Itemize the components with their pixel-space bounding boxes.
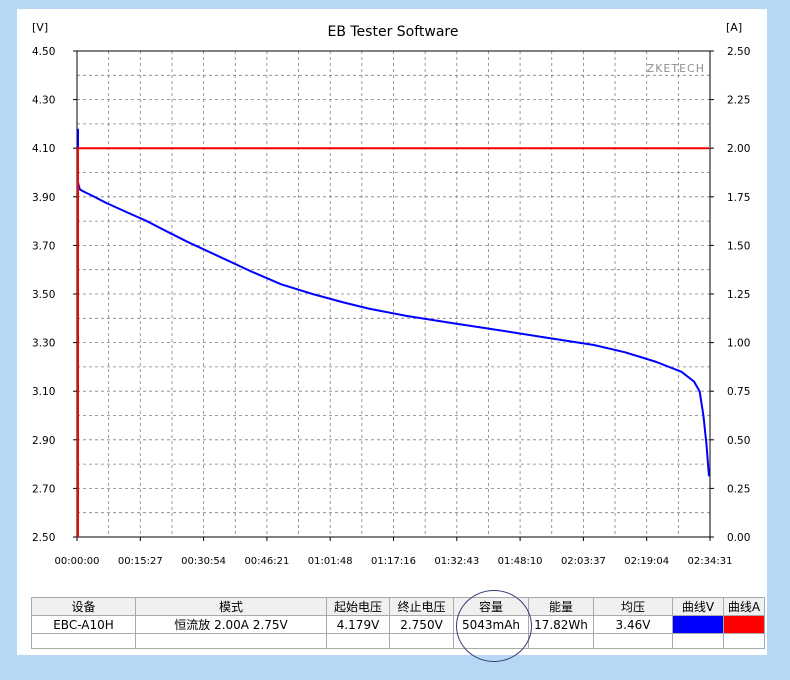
x-tick-label: 02:03:37 (561, 556, 606, 567)
header-start-voltage: 起始电压 (326, 597, 390, 616)
left-tick-label: 3.30 (32, 338, 55, 350)
table-row[interactable]: EBC-A10H 恒流放 2.00A 2.75V 4.179V 2.750V 5… (31, 615, 765, 634)
voltage-series-line (77, 128, 710, 477)
left-tick-label: 2.70 (32, 483, 55, 495)
left-tick-label: 2.50 (32, 532, 55, 544)
left-axis-unit: [V] (32, 21, 48, 34)
header-capacity: 容量 (453, 597, 529, 616)
x-tick-label: 01:01:48 (308, 556, 353, 567)
watermark-label: ZKETECH (647, 62, 705, 75)
chart-panel: EB Tester Software [V] [A] 4.50 4.30 4.10 3.90… (17, 9, 767, 662)
header-avg-voltage: 均压 (593, 597, 673, 616)
cell-curve-a[interactable] (723, 615, 765, 634)
header-curve-v: 曲线V (672, 597, 724, 616)
header-end-voltage: 终止电压 (389, 597, 454, 616)
right-tick-label: 1.50 (727, 240, 750, 252)
header-curve-a: 曲线A (723, 597, 765, 616)
right-tick-label: 1.25 (727, 289, 750, 301)
right-tick-label: 0.00 (727, 532, 750, 544)
right-tick-label: 2.50 (727, 46, 750, 58)
x-tick-label: 01:48:10 (498, 556, 543, 567)
left-tick-label: 4.30 (32, 95, 55, 107)
cell-device: EBC-A10H (31, 615, 136, 634)
cell-capacity: 5043mAh (453, 615, 529, 634)
curve-v-color-swatch[interactable] (673, 616, 723, 633)
result-table: 设备 模式 起始电压 终止电压 容量 能量 均压 曲线V 曲线A EBC-A10… (31, 597, 765, 649)
right-tick-label: 0.50 (727, 435, 750, 447)
cell-energy: 17.82Wh (528, 615, 594, 634)
right-tick-label: 1.00 (727, 338, 750, 350)
cell-end-voltage: 2.750V (389, 615, 454, 634)
right-tick-label: 1.75 (727, 192, 750, 204)
x-tick-label: 00:30:54 (181, 556, 226, 567)
left-tick-label: 3.50 (32, 289, 55, 301)
header-energy: 能量 (528, 597, 594, 616)
x-tick-label: 02:19:04 (624, 556, 669, 567)
right-tick-label: 0.25 (727, 483, 750, 495)
x-tick-label: 00:00:00 (55, 556, 100, 567)
header-mode: 模式 (135, 597, 327, 616)
right-tick-label: 0.75 (727, 386, 750, 398)
cell-avg-voltage: 3.46V (593, 615, 673, 634)
left-tick-label: 4.10 (32, 143, 55, 155)
discharge-chart: EB Tester Software [V] [A] 4.50 4.30 4.10 3.90… (32, 21, 750, 567)
cell-curve-v[interactable] (672, 615, 724, 634)
right-tick-label: 2.00 (727, 143, 750, 155)
right-tick-label: 2.25 (727, 95, 750, 107)
current-series-line (77, 147, 709, 537)
x-tick-label: 02:34:31 (688, 556, 733, 567)
cell-start-voltage: 4.179V (326, 615, 390, 634)
x-tick-label: 01:17:16 (371, 556, 416, 567)
x-tick-label: 01:32:43 (434, 556, 479, 567)
left-tick-label: 3.90 (32, 192, 55, 204)
header-device: 设备 (31, 597, 136, 616)
left-tick-label: 3.10 (32, 386, 55, 398)
left-tick-label: 3.70 (32, 240, 55, 252)
left-tick-label: 4.50 (32, 46, 55, 58)
x-tick-label: 00:46:21 (244, 556, 289, 567)
chart-title: EB Tester Software (327, 24, 458, 40)
cell-mode: 恒流放 2.00A 2.75V (135, 615, 327, 634)
table-header-row: 设备 模式 起始电压 终止电压 容量 能量 均压 曲线V 曲线A (31, 597, 765, 616)
right-axis-unit: [A] (726, 21, 742, 34)
table-row-empty (31, 633, 765, 649)
x-tick-label: 00:15:27 (118, 556, 163, 567)
left-tick-label: 2.90 (32, 435, 55, 447)
curve-a-color-swatch[interactable] (724, 616, 764, 633)
